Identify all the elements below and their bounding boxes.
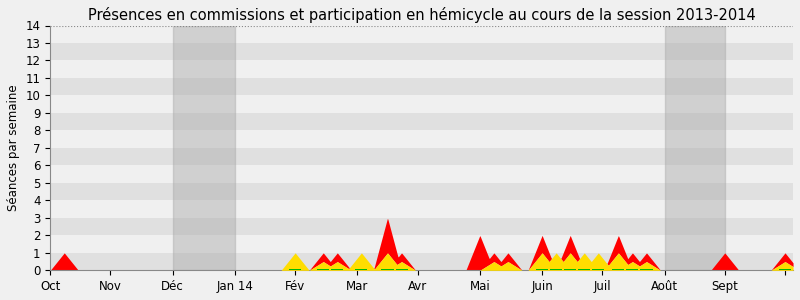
Bar [665, 26, 725, 270]
Title: Présences en commissions et participation en hémicycle au cours de la session 20: Présences en commissions et participatio… [88, 7, 755, 23]
Bar [50, 78, 793, 95]
Bar [173, 26, 235, 270]
Bar [50, 165, 793, 183]
Bar [50, 148, 793, 165]
Bar [50, 130, 793, 148]
Bar [50, 183, 793, 200]
Bar [50, 113, 793, 130]
Bar [50, 218, 793, 236]
Bar [50, 236, 793, 253]
Y-axis label: Séances par semaine: Séances par semaine [7, 85, 20, 211]
Bar [50, 26, 793, 43]
Bar [50, 61, 793, 78]
Bar [50, 43, 793, 61]
Bar [50, 95, 793, 113]
Bar [50, 200, 793, 218]
Bar [50, 253, 793, 270]
